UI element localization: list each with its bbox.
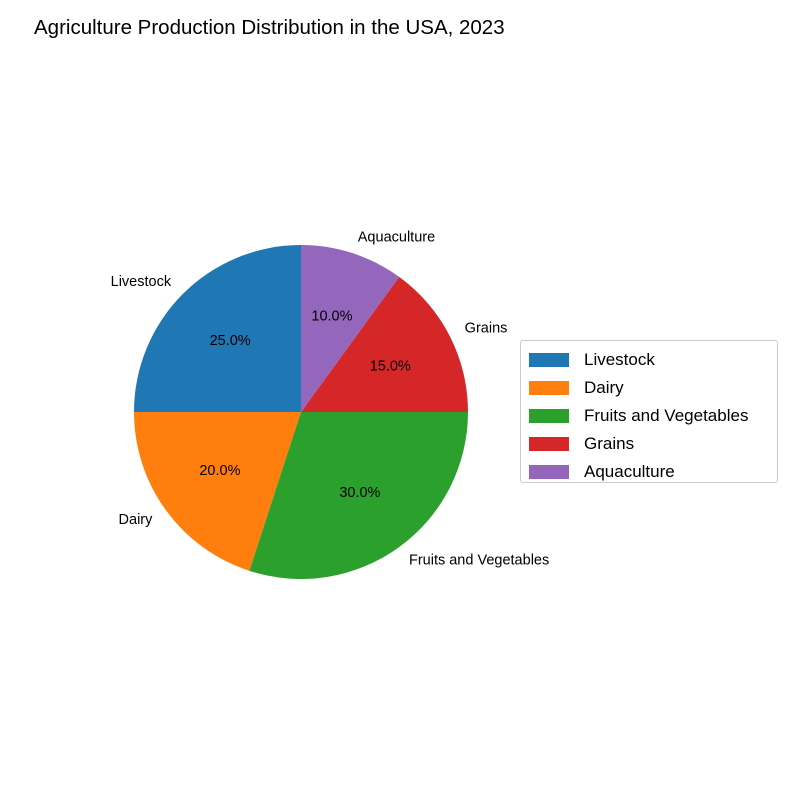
slice-percent-label: 30.0% [339, 485, 380, 501]
slice-label: Dairy [119, 512, 154, 528]
legend-label: Aquaculture [584, 462, 675, 481]
legend-item: Livestock [529, 346, 777, 374]
slice-label: Grains [465, 321, 508, 337]
slice-percent-label: 25.0% [210, 333, 251, 349]
pie-slice-fruits-and-vegetables [249, 412, 468, 579]
legend-label: Dairy [584, 378, 624, 397]
legend-label: Fruits and Vegetables [584, 406, 749, 425]
legend-swatch [529, 381, 569, 395]
legend-item: Grains [529, 430, 777, 458]
legend-label: Grains [584, 434, 635, 453]
pie-slice-livestock [134, 245, 301, 412]
slice-percent-label: 10.0% [311, 309, 352, 325]
slice-label: Fruits and Vegetables [409, 553, 549, 569]
legend-swatch [529, 437, 569, 451]
slice-label: Livestock [111, 274, 172, 290]
pie-slice-aquaculture [301, 245, 400, 412]
slice-label: Aquaculture [358, 229, 435, 245]
legend-swatch [529, 465, 569, 479]
legend-label: Livestock [584, 350, 655, 369]
legend-item: Dairy [529, 374, 777, 402]
legend-item: Aquaculture [529, 458, 777, 486]
legend-item: Fruits and Vegetables [529, 402, 777, 430]
legend-swatch [529, 353, 569, 367]
slice-percent-label: 15.0% [370, 359, 411, 375]
pie-slice-grains [301, 276, 468, 412]
legend: Livestock Dairy Fruits and Vegetables Grain… [520, 340, 778, 483]
pie-slice-dairy [134, 412, 301, 571]
legend-swatch [529, 409, 569, 423]
slice-percent-label: 20.0% [199, 463, 240, 479]
chart-title: Agriculture Production Distribution in t… [34, 16, 505, 39]
